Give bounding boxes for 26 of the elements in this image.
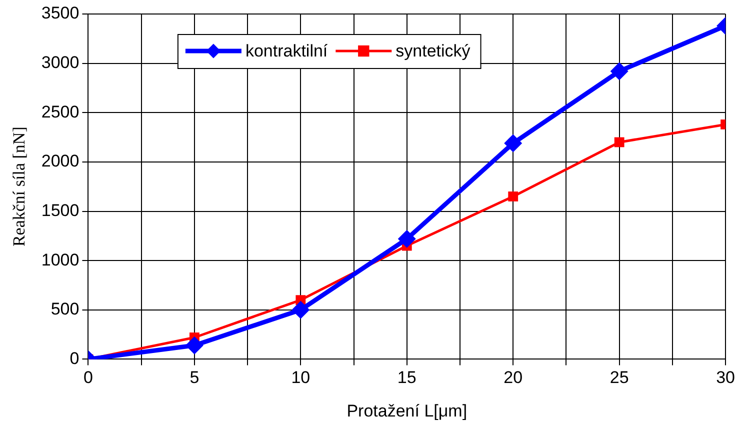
y-tick-label: 1500 (41, 200, 80, 220)
y-tick-label: 3500 (41, 4, 80, 23)
y-tick-label: 2500 (41, 102, 80, 122)
y-tick-label: 3000 (41, 53, 80, 72)
point (398, 230, 416, 248)
y-tick-label: 500 (50, 300, 80, 319)
x-axis-title: Protažení L[μm] (346, 401, 468, 420)
legend-label: syntetický (396, 42, 471, 61)
x-tick-label: 30 (716, 368, 736, 388)
x-tick-label: 25 (610, 368, 629, 388)
point (610, 62, 628, 80)
x-tick-label: 10 (291, 368, 310, 388)
x-tick-label: 0 (83, 368, 93, 388)
y-tick-label: 0 (70, 348, 80, 368)
y-axis-title: Reakční síla [nN] (10, 126, 29, 247)
x-tick-label: 20 (504, 368, 523, 388)
point (292, 300, 310, 319)
y-tick-label: 2000 (41, 152, 80, 171)
point (508, 192, 518, 202)
point (504, 134, 522, 152)
point (185, 336, 204, 354)
point (614, 137, 624, 148)
x-tick-label: 15 (397, 368, 416, 388)
y-tick-label: 1000 (41, 250, 80, 270)
x-tick-label: 5 (190, 368, 200, 388)
legend-label: kontraktilní (245, 42, 328, 61)
